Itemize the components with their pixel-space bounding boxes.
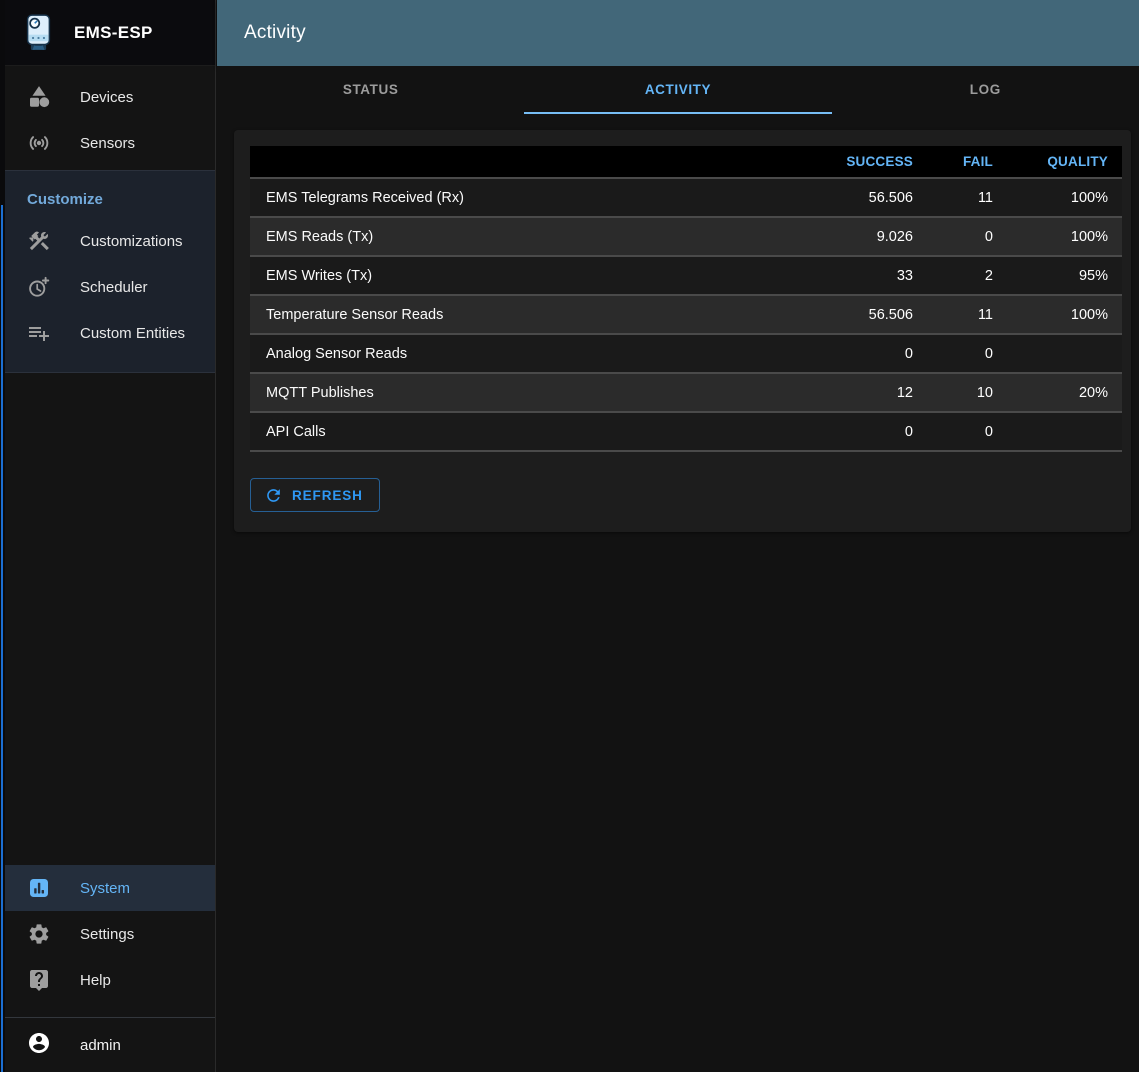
stat-success: 56.506	[777, 177, 927, 217]
sidebar-item-label: Sensors	[80, 134, 136, 152]
sidebar-item-label: Settings	[80, 925, 135, 943]
page-title: Activity	[244, 22, 306, 43]
table-row: EMS Reads (Tx) 9.026 0 100%	[250, 216, 1122, 256]
sidebar-item-system[interactable]: System	[5, 865, 215, 911]
refresh-button[interactable]: REFRESH	[250, 478, 380, 512]
account-icon	[27, 1031, 51, 1060]
header-fail: FAIL	[962, 154, 993, 169]
sidebar-item-label: Custom Entities	[80, 324, 186, 342]
table-row: API Calls 0 0	[250, 411, 1122, 452]
sidebar-divider	[5, 1017, 215, 1018]
table-row: EMS Writes (Tx) 33 2 95%	[250, 255, 1122, 295]
stat-name: Analog Sensor Reads	[250, 333, 777, 373]
stat-name: EMS Telegrams Received (Rx)	[250, 177, 777, 217]
sidebar-item-sensors[interactable]: Sensors	[5, 120, 215, 166]
stat-success: 56.506	[777, 294, 927, 334]
stat-success: 33	[777, 255, 927, 295]
tab-status[interactable]: STATUS	[342, 81, 399, 97]
activity-table: SUCCESS FAIL QUALITY EMS Telegrams Recei…	[250, 146, 1122, 452]
stat-fail: 10	[927, 372, 1007, 412]
left-edge-strip	[0, 0, 5, 1072]
stat-success: 9.026	[777, 216, 927, 256]
stat-quality: 100%	[1007, 216, 1122, 256]
sidebar-item-custom-entities[interactable]: Custom Entities	[5, 310, 215, 356]
boiler-logo-icon	[26, 14, 51, 50]
user-name: admin	[80, 1036, 121, 1054]
sidebar-item-devices[interactable]: Devices	[5, 74, 215, 120]
table-header-row: SUCCESS FAIL QUALITY	[250, 146, 1122, 178]
sensors-icon	[27, 131, 51, 155]
app-title: EMS-ESP	[74, 22, 153, 42]
tabbar: STATUS ACTIVITY LOG	[217, 66, 1139, 114]
customize-section-header: Customize	[27, 191, 103, 208]
stat-fail: 2	[927, 255, 1007, 295]
stat-name: API Calls	[250, 411, 777, 452]
sidebar-item-label: Help	[80, 971, 111, 989]
sidebar-item-help[interactable]: Help	[5, 957, 215, 1003]
tab-activity[interactable]: ACTIVITY	[524, 66, 832, 114]
construction-icon	[27, 229, 51, 253]
sidebar-item-label: System	[80, 879, 131, 897]
table-row: EMS Telegrams Received (Rx) 56.506 11 10…	[250, 177, 1122, 217]
main-area: Activity STATUS ACTIVITY LOG SUCCESS FAI…	[217, 0, 1139, 1072]
table-row: Analog Sensor Reads 0 0	[250, 333, 1122, 373]
more-time-icon	[27, 275, 51, 299]
stat-quality: 20%	[1007, 372, 1122, 412]
table-row: Temperature Sensor Reads 56.506 11 100%	[250, 294, 1122, 334]
stat-quality: 100%	[1007, 294, 1122, 334]
edge-scroll-indicator	[1, 205, 3, 1072]
stat-fail: 11	[927, 294, 1007, 334]
category-icon	[27, 85, 51, 109]
table-row: MQTT Publishes 12 10 20%	[250, 372, 1122, 412]
refresh-icon	[267, 488, 280, 502]
header-name	[250, 146, 777, 178]
sidebar-item-label: Devices	[80, 88, 134, 106]
stat-success: 0	[777, 333, 927, 373]
sidebar-user-admin[interactable]: admin	[5, 1018, 215, 1072]
stat-name: EMS Reads (Tx)	[250, 216, 777, 256]
sidebar-item-customizations[interactable]: Customizations	[5, 218, 215, 264]
sidebar-header: EMS-ESP	[5, 0, 215, 66]
sidebar-item-label: Scheduler	[80, 278, 148, 296]
stat-quality	[1007, 411, 1122, 452]
sidebar-item-scheduler[interactable]: Scheduler	[5, 264, 215, 310]
tab-log[interactable]: LOG	[969, 81, 1001, 97]
stat-fail: 11	[927, 177, 1007, 217]
gear-icon	[27, 922, 51, 946]
sidebar-spacer	[5, 373, 215, 865]
stat-success: 0	[777, 411, 927, 452]
playlist-add-icon	[27, 321, 51, 345]
sidebar-customize-section: Customize Customizations Schedu	[5, 170, 215, 373]
stat-name: EMS Writes (Tx)	[250, 255, 777, 295]
appbar: Activity	[217, 0, 1139, 66]
sidebar-nav-bottom: System Settings Help	[5, 865, 215, 1017]
stat-success: 12	[777, 372, 927, 412]
activity-card: SUCCESS FAIL QUALITY EMS Telegrams Recei…	[234, 130, 1131, 532]
header-success: SUCCESS	[846, 154, 913, 169]
refresh-button-label: REFRESH	[292, 487, 363, 503]
header-quality: QUALITY	[1047, 154, 1108, 169]
stat-fail: 0	[927, 333, 1007, 373]
stat-quality: 100%	[1007, 177, 1122, 217]
analytics-icon	[27, 876, 51, 900]
stat-quality	[1007, 333, 1122, 373]
stat-fail: 0	[927, 411, 1007, 452]
help-icon	[27, 968, 51, 992]
stat-quality: 95%	[1007, 255, 1122, 295]
sidebar-item-label: Customizations	[80, 232, 183, 250]
stat-name: MQTT Publishes	[250, 372, 777, 412]
stat-name: Temperature Sensor Reads	[250, 294, 777, 334]
sidebar: EMS-ESP Devices	[0, 0, 216, 1072]
stat-fail: 0	[927, 216, 1007, 256]
sidebar-item-settings[interactable]: Settings	[5, 911, 215, 957]
sidebar-nav-top: Devices Sensors	[5, 66, 215, 170]
